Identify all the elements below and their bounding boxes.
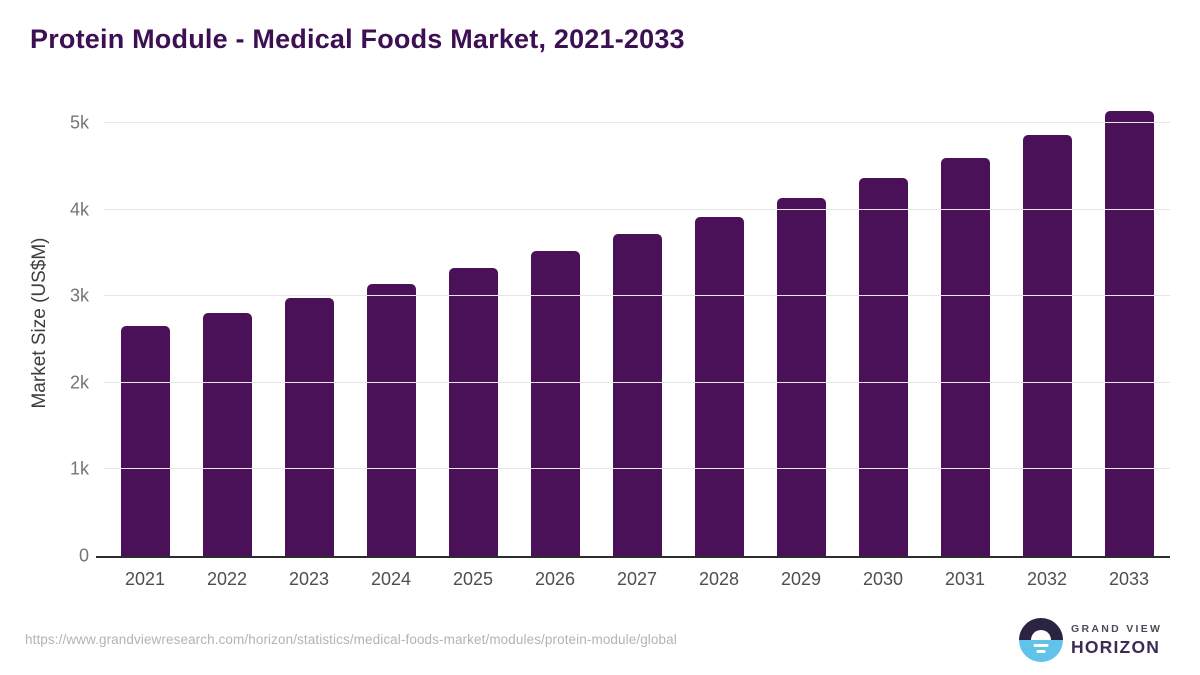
x-tick-label-2024: 2024: [370, 569, 412, 589]
bar-band-2027: [596, 123, 678, 556]
logo-text: GRAND VIEW HORIZON: [1071, 623, 1162, 658]
bar-2028: [694, 216, 744, 556]
logo-text-horizon: HORIZON: [1071, 636, 1161, 657]
bar-2024: [366, 283, 416, 556]
bar-2033: [1104, 110, 1154, 556]
y-tick-label-3k: 3k: [69, 285, 89, 306]
sun-reflection-line-1: [1033, 644, 1049, 647]
x-tick-label-2021: 2021: [124, 569, 166, 589]
grand-view-horizon-logo: GRAND VIEW HORIZON: [1019, 618, 1162, 662]
x-tick-label-2028: 2028: [698, 569, 740, 589]
x-tick-label-2033: 2033: [1108, 569, 1150, 589]
bar-band-2022: [186, 123, 268, 556]
bar-band-2033: [1088, 110, 1170, 556]
x-axis-line: [96, 556, 1170, 558]
bar-2023: [284, 297, 334, 556]
source-url: https://www.grandviewresearch.com/horizo…: [25, 632, 677, 647]
bar-2021: [120, 326, 170, 556]
bar-band-2021: [104, 123, 186, 556]
y-tick-label-4k: 4k: [69, 199, 89, 220]
x-tick-label-2027: 2027: [616, 569, 658, 589]
x-axis-labels: 2021 2022 2023 2024 2025 2026 2027 2028 2029 2030…: [104, 569, 1170, 590]
x-tick-label-2030: 2030: [862, 569, 904, 589]
bar-2022: [202, 312, 252, 556]
logo-text-grand-view: GRAND VIEW: [1071, 622, 1163, 635]
x-tick-label-2025: 2025: [452, 569, 494, 589]
bar-2032: [1022, 135, 1072, 556]
y-axis-title: Market Size (US$M): [29, 237, 50, 409]
y-tick-label-2k: 2k: [69, 372, 89, 393]
gridline-3k: [104, 295, 1170, 297]
sun-dome-shape: [1031, 630, 1051, 640]
plot-area: 0 1k 2k 3k 4k 5k: [70, 110, 1170, 566]
bar-band-2029: [760, 123, 842, 556]
gridline-5k: [104, 122, 1170, 123]
gridline-1k: [104, 468, 1170, 470]
x-tick-label-2023: 2023: [288, 569, 330, 589]
bar-band-2024: [350, 123, 432, 556]
bar-2026: [530, 250, 580, 556]
y-tick-label-1k: 1k: [69, 458, 89, 479]
bar-2027: [612, 234, 662, 556]
x-tick-label-2032: 2032: [1026, 569, 1068, 589]
bar-band-2031: [924, 123, 1006, 556]
bar-2031: [940, 157, 990, 556]
y-tick-label-5k: 5k: [69, 112, 89, 133]
bar-band-2026: [514, 123, 596, 556]
bar-2029: [776, 197, 826, 556]
bar-2025: [448, 268, 498, 556]
gridline-2k: [104, 381, 1170, 383]
x-tick-label-2029: 2029: [780, 569, 822, 589]
bar-band-2030: [842, 123, 924, 556]
bars-container: [104, 110, 1170, 556]
x-tick-label-2026: 2026: [534, 569, 576, 589]
bar-band-2023: [268, 123, 350, 556]
y-tick-label-0: 0: [78, 545, 89, 566]
x-tick-label-2031: 2031: [944, 569, 986, 589]
gridline-4k: [104, 208, 1170, 210]
horizon-sun-icon: [1019, 618, 1063, 662]
page-title: Protein Module - Medical Foods Market, 2…: [30, 24, 685, 54]
x-tick-label-2022: 2022: [206, 569, 248, 589]
bar-band-2028: [678, 123, 760, 556]
bar-band-2025: [432, 123, 514, 556]
bar-2030: [858, 178, 908, 556]
sun-reflection-line-2: [1036, 650, 1046, 653]
bar-band-2032: [1006, 123, 1088, 556]
